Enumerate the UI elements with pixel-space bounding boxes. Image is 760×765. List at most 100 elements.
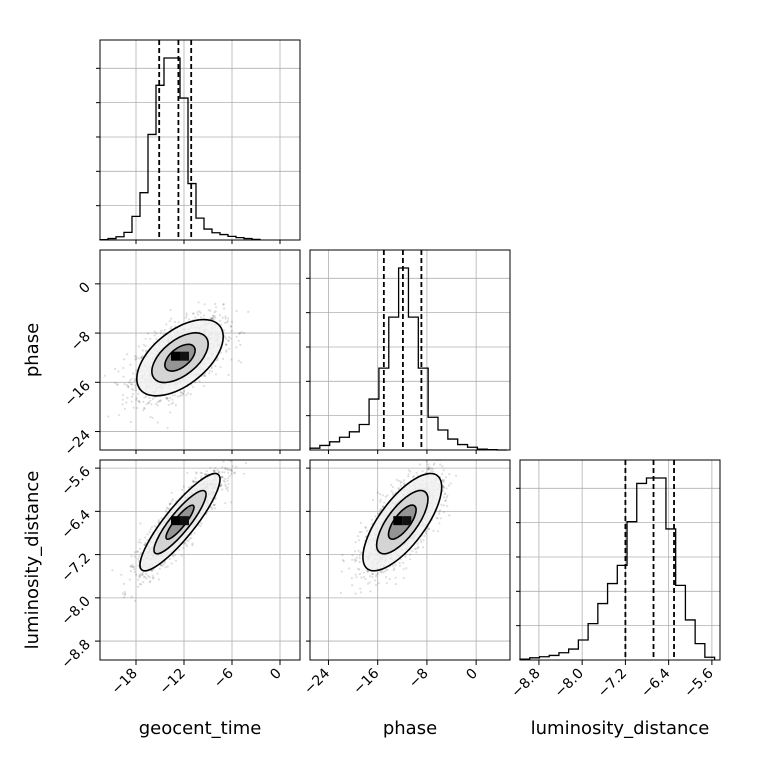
sample-point <box>423 535 425 537</box>
sample-point <box>117 370 119 372</box>
sample-point <box>145 573 147 575</box>
sample-point <box>145 338 147 340</box>
sample-point <box>118 414 120 416</box>
sample-point <box>214 365 216 367</box>
sample-point <box>170 326 172 328</box>
sample-point <box>235 466 237 468</box>
sample-point <box>448 473 450 475</box>
sample-point <box>238 360 240 362</box>
sample-point <box>137 541 139 543</box>
sample-point <box>359 561 361 563</box>
sample-point <box>138 555 140 557</box>
sample-point <box>124 594 126 596</box>
sample-point <box>137 586 139 588</box>
sample-point <box>211 370 213 372</box>
sample-point <box>394 564 396 566</box>
sample-point <box>131 388 133 390</box>
sample-point <box>167 565 169 567</box>
sample-point <box>409 554 411 556</box>
sample-point <box>197 314 199 316</box>
sample-point <box>185 394 187 396</box>
sample-point <box>364 578 366 580</box>
sample-point <box>223 471 225 473</box>
sample-point <box>371 576 373 578</box>
sample-point <box>177 396 179 398</box>
sample-point <box>147 402 149 404</box>
sample-point <box>374 515 376 517</box>
sample-point <box>348 567 350 569</box>
sample-point <box>134 551 136 553</box>
sample-point <box>123 583 125 585</box>
sample-point <box>171 562 173 564</box>
sample-point <box>124 408 126 410</box>
sample-point <box>193 532 195 534</box>
sample-point <box>359 555 361 557</box>
sample-point <box>135 399 137 401</box>
sample-point <box>238 340 240 342</box>
sample-point <box>148 397 150 399</box>
sample-point <box>140 542 142 544</box>
sample-point <box>219 314 221 316</box>
sample-point <box>159 399 161 401</box>
sample-point <box>227 480 229 482</box>
sample-point <box>382 494 384 496</box>
sample-point <box>359 531 361 533</box>
sample-point <box>156 573 158 575</box>
sample-point <box>141 356 143 358</box>
sample-point <box>122 394 124 396</box>
sample-point <box>174 321 176 323</box>
sample-point <box>432 530 434 532</box>
sample-point <box>215 306 217 308</box>
sample-point <box>222 461 224 463</box>
sample-point <box>158 521 160 523</box>
sample-point <box>144 407 146 409</box>
sample-point <box>409 558 411 560</box>
sample-point <box>144 396 146 398</box>
sample-point <box>125 402 127 404</box>
sample-point <box>168 404 170 406</box>
sample-point <box>422 539 424 541</box>
sample-point <box>192 386 194 388</box>
sample-point <box>185 543 187 545</box>
sample-point <box>225 351 227 353</box>
sample-point <box>408 473 410 475</box>
sample-point <box>139 548 141 550</box>
sample-point <box>221 471 223 473</box>
sample-point <box>152 398 154 400</box>
sample-point <box>379 493 381 495</box>
sample-point <box>224 467 226 469</box>
sample-point <box>200 525 202 527</box>
hist-panel-phase <box>306 250 510 450</box>
sample-point <box>360 591 362 593</box>
sample-point <box>165 566 167 568</box>
sample-point <box>136 407 138 409</box>
sample-point <box>134 378 136 380</box>
sample-point <box>182 392 184 394</box>
sample-point <box>183 390 185 392</box>
sample-point <box>123 383 125 385</box>
sample-point <box>134 380 136 382</box>
sample-point <box>225 317 227 319</box>
sample-point <box>343 560 345 562</box>
sample-point <box>142 581 144 583</box>
sample-point <box>228 374 230 376</box>
sample-point <box>107 415 109 417</box>
sample-point <box>389 578 391 580</box>
sample-point <box>448 484 450 486</box>
sample-point <box>216 469 218 471</box>
sample-point <box>167 427 169 429</box>
sample-point <box>225 485 227 487</box>
sample-point <box>227 320 229 322</box>
sample-point <box>140 552 142 554</box>
sample-point <box>195 471 197 473</box>
sample-point <box>440 517 442 519</box>
sample-point <box>415 551 417 553</box>
sample-point <box>358 539 360 541</box>
sample-point <box>203 375 205 377</box>
sample-point <box>220 324 222 326</box>
sample-point <box>228 336 230 338</box>
panel-content <box>100 440 300 660</box>
sample-point <box>405 567 407 569</box>
sample-point <box>230 330 232 332</box>
sample-point <box>137 558 139 560</box>
